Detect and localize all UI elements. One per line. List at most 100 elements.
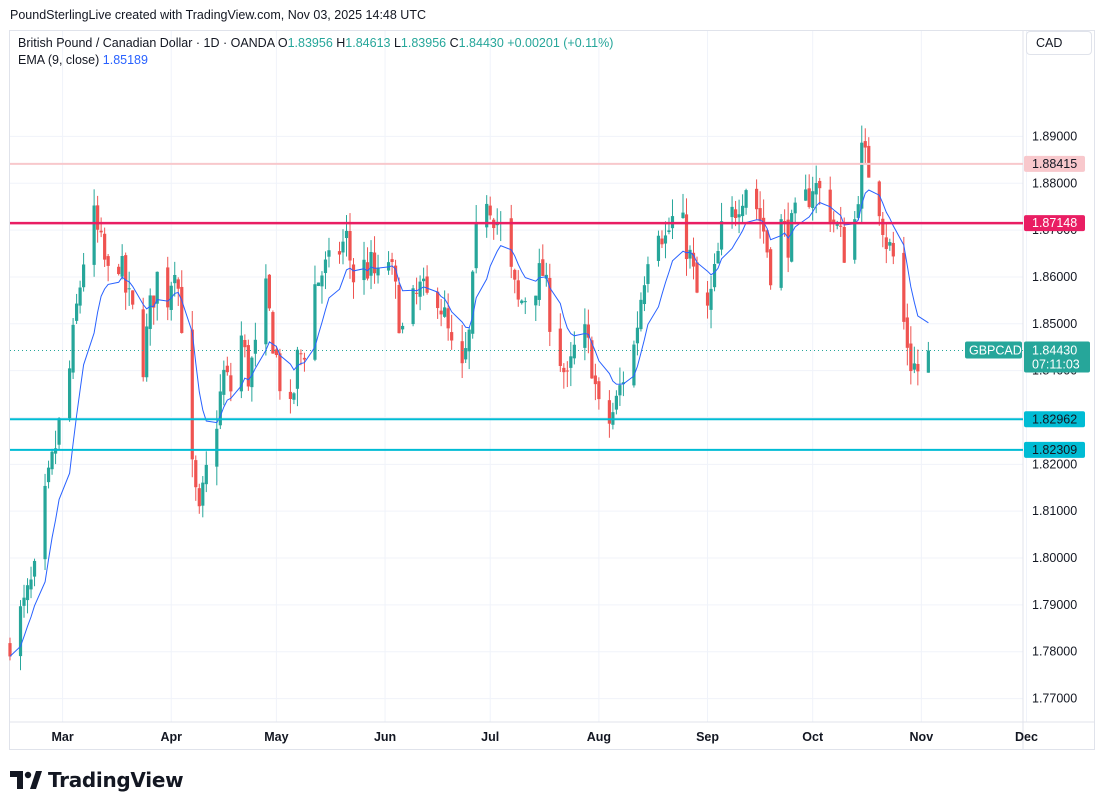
y-tick-label: 1.81000: [1032, 504, 1077, 518]
symbol-tag-label: GBPCAD: [969, 343, 1022, 357]
candle-body: [250, 357, 254, 388]
candle-body: [790, 213, 794, 262]
candle-body: [755, 188, 759, 210]
candle-body: [632, 344, 636, 386]
candle-body: [909, 343, 913, 372]
candle-body: [586, 324, 590, 338]
candle-body: [411, 288, 415, 325]
x-tick-label: Jun: [374, 730, 396, 744]
candle-body: [863, 141, 867, 148]
candle-body: [688, 249, 692, 259]
candle-body: [274, 349, 278, 355]
candle-body: [614, 395, 618, 410]
candle-body: [635, 327, 640, 344]
x-tick-label: Dec: [1015, 730, 1038, 744]
candle-body: [337, 251, 342, 255]
x-tick-label: Jul: [481, 730, 499, 744]
candle-body: [856, 204, 860, 218]
candle-body: [78, 287, 82, 306]
candle-body: [18, 606, 23, 657]
candle-body: [572, 344, 576, 359]
candle-body: [271, 312, 275, 354]
candle-body: [832, 219, 836, 223]
open-value: 1.83956: [287, 36, 333, 50]
candle-body: [733, 209, 738, 218]
tradingview-logo[interactable]: TradingView: [10, 766, 184, 794]
candle-body: [46, 467, 51, 483]
y-tick-label: 1.77000: [1032, 692, 1077, 706]
candle-body: [818, 180, 822, 189]
candle-body: [124, 255, 128, 293]
candle-body: [425, 276, 429, 293]
candle-body: [120, 256, 124, 277]
candle-body: [804, 189, 808, 201]
candle-body: [302, 357, 307, 360]
candle-body: [222, 369, 226, 395]
candle-body: [842, 227, 846, 263]
candle-body: [71, 324, 75, 373]
candle-body: [253, 339, 257, 354]
y-tick-label: 1.80000: [1032, 551, 1077, 565]
candle-body: [323, 259, 328, 274]
candle-body: [793, 202, 797, 214]
candle-body: [877, 181, 881, 217]
low-label: L: [393, 36, 401, 50]
candle-body: [520, 300, 524, 304]
candle-body: [32, 560, 37, 577]
candle-body: [769, 249, 773, 286]
candle-body: [50, 451, 54, 470]
candle-body: [439, 310, 443, 315]
candle-body: [106, 256, 110, 266]
candle-body: [43, 485, 47, 560]
candle-body: [881, 218, 885, 235]
horizontal-level-label: 1.88415: [1032, 157, 1077, 171]
candle-body: [348, 231, 352, 261]
candle-body: [127, 288, 131, 290]
candle-body: [267, 274, 271, 309]
currency-unit-button[interactable]: CAD: [1026, 31, 1092, 55]
candle-body: [684, 214, 689, 260]
candle-body: [523, 301, 527, 303]
candle-body: [215, 428, 219, 467]
candle-body: [719, 221, 724, 250]
candle-body: [779, 219, 783, 288]
candle-body: [474, 222, 478, 269]
candle-body: [372, 252, 377, 274]
horizontal-level-label: 1.82962: [1032, 412, 1077, 426]
countdown-label: 07:11:03: [1032, 357, 1080, 371]
ema-label: EMA (9, close): [18, 53, 100, 67]
candle-body: [471, 271, 475, 334]
horizontal-level-tag: [1024, 155, 1085, 172]
candle-body: [762, 217, 766, 232]
candle-body: [516, 280, 520, 300]
candle-body: [57, 418, 61, 445]
candle-body: [744, 190, 748, 208]
candle-body: [246, 345, 250, 387]
chart-frame: [9, 30, 1095, 750]
horizontal-level-tag: [1024, 411, 1085, 428]
candle-body: [344, 230, 349, 239]
candle-body: [642, 285, 647, 305]
candle-body: [853, 219, 857, 260]
candle-body: [593, 375, 597, 385]
candle-body: [148, 295, 152, 329]
candle-body: [390, 259, 394, 263]
ema-line: [9, 189, 929, 657]
candle-body: [765, 230, 769, 253]
candle-body: [239, 335, 243, 392]
y-tick-label: 1.86000: [1032, 270, 1077, 284]
candle-body: [835, 224, 839, 226]
candle-body: [264, 278, 268, 345]
candle-body: [695, 262, 699, 293]
candle-body: [916, 363, 920, 372]
candle-body: [320, 275, 324, 287]
candle-body: [22, 597, 26, 606]
candle-body: [597, 381, 601, 400]
candle-body: [485, 203, 489, 228]
candle-body: [243, 339, 247, 348]
candle-body: [488, 205, 492, 216]
candle-body: [117, 266, 121, 275]
candle-body: [639, 299, 643, 330]
horizontal-level-label: 1.82309: [1032, 443, 1077, 457]
